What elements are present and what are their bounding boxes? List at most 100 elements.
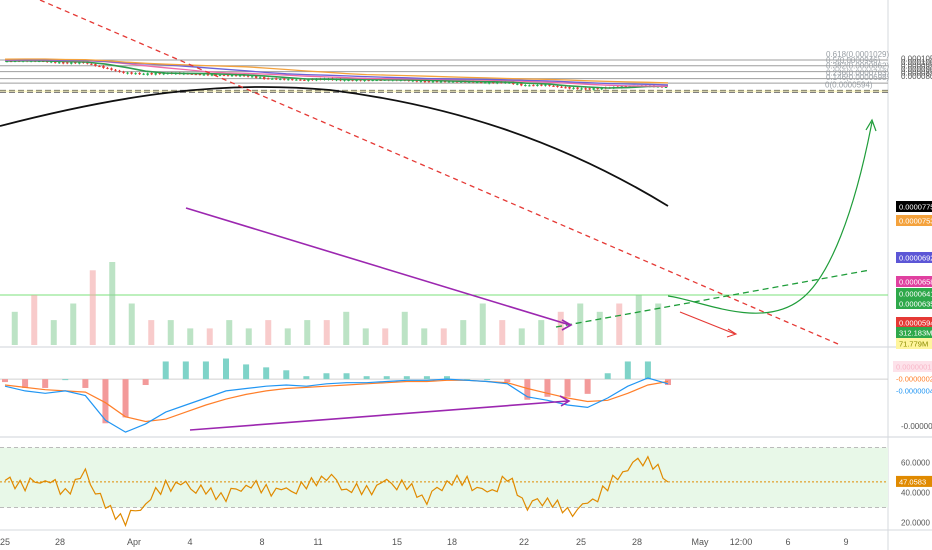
- volume-bar: [518, 328, 525, 345]
- ma-line-blue: [4, 59, 669, 86]
- candle-body: [210, 74, 214, 76]
- rsi-badge-text: 47.0583: [899, 477, 926, 486]
- candle-body: [544, 84, 547, 86]
- rsi-line: [4, 455, 669, 528]
- volume-bar: [440, 328, 447, 345]
- rsi-band: [0, 447, 888, 508]
- fib-level-label: 0.146(0.0000698): [826, 73, 890, 82]
- candle-body: [222, 74, 226, 76]
- candle-body: [447, 81, 451, 83]
- macd-badge-text: 0.0000001: [896, 363, 931, 372]
- macd-histogram-bar: [584, 379, 591, 394]
- candle-body: [258, 77, 262, 79]
- macd-histogram-bar: [62, 379, 69, 381]
- price-tick-label: 0.0000950: [901, 62, 932, 71]
- candle-body: [439, 81, 443, 83]
- candle-body: [283, 78, 286, 80]
- macd-histogram-bar: [243, 364, 250, 380]
- candle-body: [291, 79, 294, 81]
- price-tick-label: 0.0000900: [901, 65, 932, 74]
- candle-body: [475, 82, 479, 84]
- candle-body: [355, 79, 358, 81]
- candle-body: [524, 85, 527, 87]
- pullback-arrowhead: [726, 328, 738, 338]
- price-tick-label: 0.0001000: [901, 58, 932, 67]
- candle-body: [516, 83, 519, 85]
- candle-body: [102, 65, 105, 68]
- candle-body: [218, 74, 222, 76]
- macd-signal-line: [4, 379, 669, 423]
- candle-body: [146, 73, 149, 75]
- candle-body: [303, 79, 306, 81]
- candle-body: [206, 74, 210, 76]
- candle-body: [134, 73, 137, 75]
- time-tick-label: 15: [392, 537, 402, 547]
- candle-body: [568, 86, 571, 89]
- price-badge-text: 0.0000775: [899, 203, 932, 212]
- macd-histogram-bar: [102, 379, 109, 424]
- candle-body: [142, 73, 145, 75]
- time-tick-label: 4: [187, 537, 192, 547]
- volume-bar: [284, 328, 291, 345]
- candle-body: [275, 78, 278, 80]
- price-badge: [896, 276, 932, 287]
- macd-histogram-bar: [403, 376, 410, 380]
- macd-histogram-bar: [484, 379, 491, 381]
- price-badge-text: 71.779M: [899, 340, 928, 349]
- candle-body: [98, 66, 101, 68]
- candle-body: [592, 88, 595, 90]
- volume-bar: [577, 303, 584, 345]
- candle-body: [371, 80, 374, 82]
- candle-body: [74, 62, 77, 64]
- volume-bar: [265, 320, 272, 345]
- rsi-tick-label: 60.0000: [901, 459, 930, 468]
- volume-bar: [635, 295, 642, 345]
- macd-histogram-bar: [182, 361, 189, 380]
- candle-body: [158, 72, 161, 74]
- candle-body: [198, 74, 202, 76]
- candle-body: [520, 83, 523, 86]
- macd-histogram-bar: [142, 379, 149, 386]
- candle-body: [266, 78, 270, 80]
- candle-body: [351, 79, 354, 81]
- candle-body: [66, 62, 69, 64]
- rsi-tick-label: 40.0000: [901, 489, 930, 498]
- volume-bar: [70, 303, 77, 345]
- price-badge: [896, 288, 932, 299]
- time-tick-label: 18: [447, 537, 457, 547]
- candle-body: [508, 82, 511, 84]
- volume-bar: [538, 320, 545, 345]
- price-badge: [896, 201, 932, 212]
- candle-body: [451, 81, 455, 83]
- candle-body: [536, 84, 539, 86]
- macd-histogram-bar: [122, 379, 129, 418]
- candle-body: [238, 75, 242, 77]
- price-badge: [896, 252, 932, 263]
- candle-body: [126, 72, 129, 74]
- candle-body: [106, 67, 109, 69]
- candle-body: [548, 84, 551, 86]
- candle-body: [202, 74, 206, 76]
- candle-body: [664, 86, 668, 88]
- macd-histogram-bar: [644, 361, 651, 380]
- candle-body: [62, 62, 65, 64]
- macd-badge: [893, 361, 932, 372]
- price-badge: [896, 338, 932, 349]
- macd-histogram-bar: [343, 373, 350, 380]
- candle-body: [279, 78, 282, 80]
- fib-level-label: 0.5(0.0000946): [826, 56, 881, 65]
- macd-histogram-bar: [444, 376, 450, 380]
- candle-body: [54, 61, 57, 63]
- price-badge-text: 312.183M: [899, 329, 932, 338]
- macd-histogram-bar: [423, 376, 430, 380]
- time-tick-label: 28: [55, 537, 65, 547]
- candle-body: [250, 76, 254, 78]
- candle-body: [455, 81, 459, 83]
- candle-body: [584, 88, 587, 90]
- volume-bar: [187, 328, 194, 345]
- time-tick-label: 9: [843, 537, 848, 547]
- volume-bar: [11, 311, 18, 345]
- macd-histogram-bar: [624, 361, 631, 380]
